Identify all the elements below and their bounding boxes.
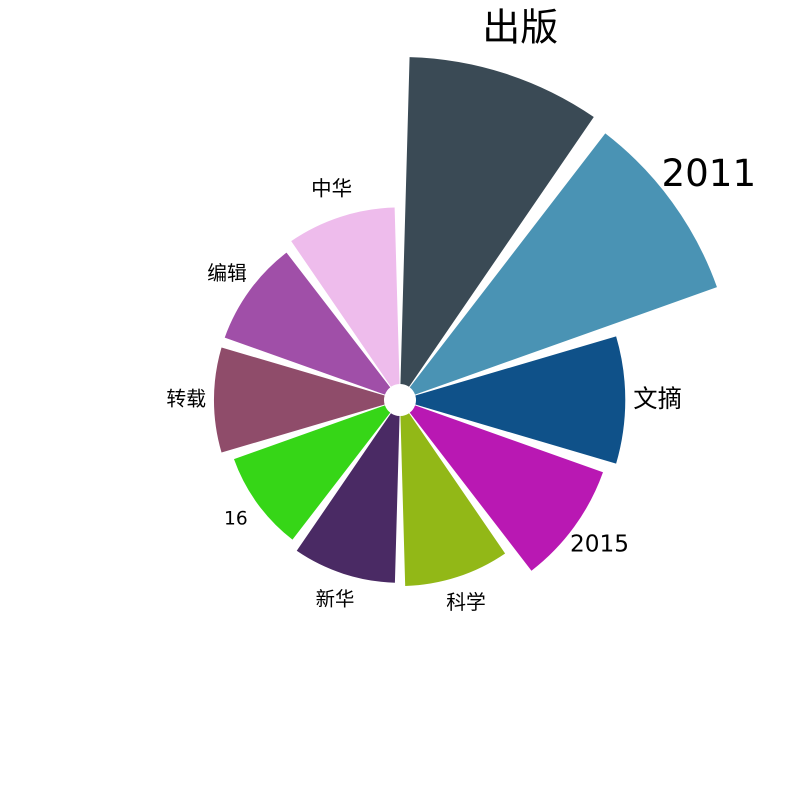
label-新华: 新华	[316, 587, 355, 610]
bar-转载	[213, 347, 385, 453]
bar-2011	[409, 133, 717, 395]
bar-编辑	[224, 252, 391, 395]
bar-中华	[291, 207, 400, 387]
bar-2015	[409, 405, 603, 571]
bar-文摘	[415, 336, 626, 464]
label-转载: 转载	[166, 388, 206, 411]
label-文摘: 文摘	[633, 384, 682, 413]
label-2015: 2015	[570, 530, 629, 557]
label-科学: 科学	[446, 591, 486, 614]
bar-新华	[296, 413, 400, 583]
label-2011: 2011	[661, 151, 756, 195]
label-中华: 中华	[311, 177, 352, 201]
bar-16	[233, 405, 391, 540]
bar-科学	[400, 413, 506, 586]
label-16: 16	[224, 509, 248, 530]
label-编辑: 编辑	[207, 262, 247, 285]
label-出版: 出版	[482, 6, 558, 50]
bar-出版	[400, 57, 594, 387]
